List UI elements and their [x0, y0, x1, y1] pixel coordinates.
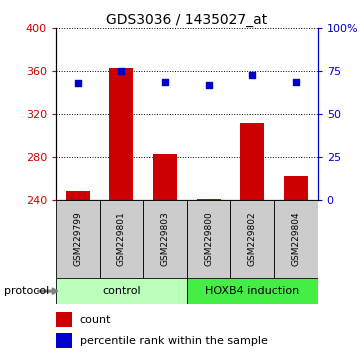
- Bar: [187, 200, 230, 278]
- Point: [249, 72, 255, 78]
- Bar: [56, 333, 71, 348]
- Bar: [66, 192, 90, 200]
- Text: percentile rank within the sample: percentile rank within the sample: [79, 336, 268, 346]
- Text: HOXB4 induction: HOXB4 induction: [205, 286, 299, 296]
- Point: [75, 80, 81, 86]
- Bar: [56, 312, 71, 327]
- Bar: [230, 200, 274, 278]
- Point: [293, 79, 299, 84]
- Text: protocol: protocol: [4, 286, 49, 296]
- Bar: [56, 200, 100, 278]
- Text: GSM229803: GSM229803: [161, 212, 170, 266]
- Text: GSM229802: GSM229802: [248, 212, 257, 266]
- Text: GSM229799: GSM229799: [73, 212, 82, 266]
- Point: [118, 68, 124, 74]
- Bar: [56, 278, 187, 304]
- Point: [162, 79, 168, 84]
- Bar: [109, 68, 133, 200]
- Text: GSM229804: GSM229804: [291, 212, 300, 266]
- Title: GDS3036 / 1435027_at: GDS3036 / 1435027_at: [106, 13, 268, 27]
- Bar: [143, 200, 187, 278]
- Point: [206, 82, 212, 88]
- Bar: [274, 200, 318, 278]
- Bar: [187, 278, 318, 304]
- Bar: [240, 123, 264, 200]
- Text: count: count: [79, 315, 111, 325]
- Text: GSM229800: GSM229800: [204, 212, 213, 266]
- Bar: [100, 200, 143, 278]
- Bar: [284, 176, 308, 200]
- Text: GSM229801: GSM229801: [117, 212, 126, 266]
- Bar: [197, 199, 221, 200]
- Text: control: control: [102, 286, 141, 296]
- Bar: [153, 154, 177, 200]
